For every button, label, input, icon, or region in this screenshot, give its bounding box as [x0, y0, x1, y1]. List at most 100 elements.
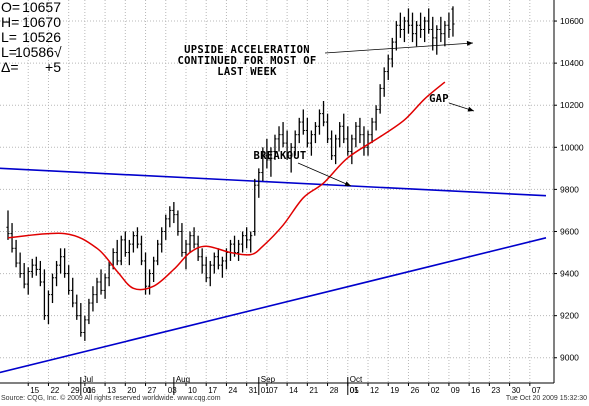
price-bar: [91, 286, 95, 312]
price-bar: [273, 134, 277, 160]
price-bar: [30, 258, 34, 278]
trendline-lower: [0, 237, 547, 374]
price-bar: [447, 12, 451, 38]
price-bar: [115, 239, 119, 266]
price-bar: [398, 12, 402, 38]
price-bar: [18, 252, 22, 278]
price-bar: [414, 21, 419, 47]
quote-value: 10586√: [15, 44, 62, 60]
x-tick-label: 07: [269, 386, 278, 395]
price-bar: [14, 239, 18, 268]
price-bar: [374, 105, 378, 131]
price-bar: [427, 8, 431, 34]
price-bar: [366, 130, 370, 156]
price-bar: [83, 315, 87, 341]
gridlines: [0, 0, 554, 383]
month-label: Jul: [83, 375, 93, 384]
x-tick-label: 15: [30, 386, 39, 395]
price-bar: [79, 303, 83, 337]
x-tick-label: 02: [431, 386, 440, 395]
y-tick-label: 10200: [560, 100, 584, 110]
quote-label: Δ=: [1, 59, 19, 75]
price-bar: [257, 168, 261, 198]
annotation-arrows: [297, 40, 475, 187]
price-bar: [253, 178, 257, 236]
price-bar: [261, 147, 265, 181]
quote-row: L= 10586√: [1, 44, 62, 60]
price-bar: [309, 130, 313, 156]
price-bar: [370, 117, 374, 144]
price-bar: [402, 16, 407, 43]
price-bar: [160, 227, 164, 253]
price-bar: [71, 277, 75, 308]
price-bar: [67, 265, 71, 295]
annotation-line: CONTINUED FOR MOST OF: [177, 55, 317, 67]
price-bar: [63, 248, 67, 278]
price-bar: [330, 130, 334, 160]
gap-arrow: [448, 102, 475, 112]
price-bar: [406, 8, 411, 34]
price-bar: [54, 260, 59, 287]
quote-panel: O= 10657 H= 10670 L= 10526 L= 10586√ Δ= +5: [1, 0, 62, 75]
price-bar: [313, 122, 318, 144]
trendline-upper: [0, 167, 547, 197]
moving-average: [7, 81, 446, 291]
price-bar: [394, 21, 398, 51]
quote-value: 10657: [22, 0, 61, 15]
price-bar: [281, 122, 285, 148]
price-bar: [342, 113, 346, 144]
arrow-head: [467, 106, 474, 112]
price-bar: [390, 37, 394, 68]
price-bar: [38, 260, 42, 287]
y-tick-label: 9000: [560, 353, 579, 363]
price-bar: [26, 267, 30, 295]
annotation-line: UPSIDE ACCELERATION: [184, 44, 310, 56]
price-bar: [99, 269, 103, 295]
x-tick-label: 01: [350, 386, 359, 395]
price-bar: [127, 239, 131, 266]
quote-value: 10670: [22, 14, 61, 30]
arrow-head: [466, 40, 473, 46]
x-tick-label: 19: [390, 386, 399, 395]
price-bar: [176, 210, 180, 236]
price-bar: [58, 248, 63, 274]
x-tick-label: 27: [148, 386, 157, 395]
axes: [0, 0, 555, 384]
quote-label: L=: [1, 29, 17, 45]
price-bar: [338, 122, 342, 148]
price-bar: [95, 277, 99, 304]
price-bars: [6, 6, 455, 341]
price-bar: [75, 294, 79, 320]
y-tick-label: 9600: [560, 226, 579, 236]
y-tick-label: 9800: [560, 184, 579, 194]
price-bar: [431, 16, 435, 51]
footer-source: Source: CQG, Inc. © 2009 All rights rese…: [1, 395, 221, 402]
y-tick-label: 10600: [560, 16, 584, 26]
arrow-head: [344, 181, 351, 186]
price-bar: [451, 6, 455, 37]
price-bar: [164, 214, 168, 240]
price-bar: [297, 117, 301, 144]
price-bar: [378, 84, 382, 114]
quote-label: O=: [1, 0, 21, 15]
price-bar: [208, 260, 212, 287]
price-bar: [236, 239, 241, 261]
x-tick-label: 20: [127, 386, 136, 395]
price-bar: [180, 223, 184, 257]
price-bar: [204, 256, 208, 282]
x-tick-label: 26: [410, 386, 419, 395]
price-bar: [277, 126, 281, 152]
x-tick-label: 30: [512, 386, 521, 395]
price-bar: [188, 231, 192, 253]
price-bar: [325, 113, 330, 144]
footer-timestamp: Tue Oct 20 2009 15:32:30: [505, 395, 587, 402]
price-bar: [147, 269, 152, 295]
price-bar: [245, 227, 249, 249]
price-bar: [135, 227, 140, 249]
price-bar: [107, 260, 111, 287]
x-tick-label: 06: [87, 386, 96, 395]
x-tick-label: 17: [208, 386, 217, 395]
quote-value: +5: [45, 59, 61, 75]
x-tick-label: 22: [50, 386, 59, 395]
